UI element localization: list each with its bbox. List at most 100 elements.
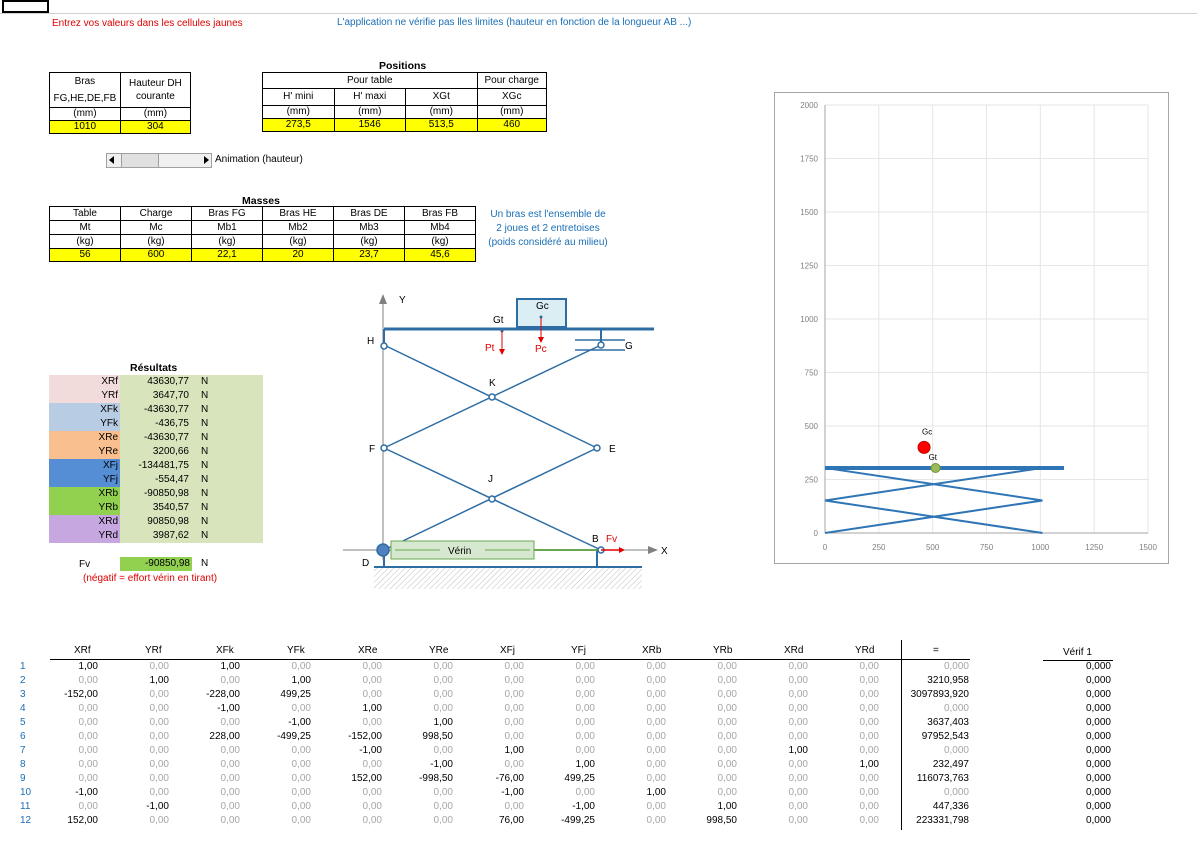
chart-x-tick-label: 1250	[1085, 543, 1103, 552]
mass-fb-input[interactable]: 45,6	[404, 248, 476, 262]
mechanism-diagram: Y X Gc Vérin Gt Pt Pc H G K F E J B Fv D	[343, 294, 668, 589]
mass-fg-input[interactable]: 22,1	[191, 248, 263, 262]
fv-arrow-head-icon	[619, 547, 625, 553]
result-unit: N	[201, 376, 209, 387]
fv-value: -90850,98	[120, 557, 192, 571]
chart-y-tick-label: 750	[805, 369, 819, 378]
result-label: YRb	[49, 501, 120, 515]
chart-y-tick-label: 1250	[800, 262, 818, 271]
matrix-divider	[901, 640, 902, 830]
result-value-cell: 3200,66 N	[120, 445, 263, 459]
mass-table-input[interactable]: 56	[49, 248, 121, 262]
chart-series-bras-2	[824, 466, 1043, 534]
chart-frame[interactable]	[774, 92, 1169, 564]
result-unit: N	[201, 516, 209, 527]
result-value: 3200,66	[152, 446, 189, 457]
xgt-input[interactable]: 513,5	[405, 118, 478, 132]
pin-d	[376, 543, 390, 557]
result-value-cell: -436,75 N	[120, 417, 263, 431]
result-value: -134481,75	[138, 460, 189, 471]
matrix-row-number: 2	[20, 675, 26, 686]
result-value: -554,47	[155, 474, 189, 485]
chart-y-tick-label: 250	[805, 476, 819, 485]
result-label: YRf	[49, 389, 120, 403]
result-unit: N	[201, 404, 209, 415]
x-axis-label: X	[661, 546, 668, 557]
chart-y-tick-label: 1750	[800, 155, 818, 164]
pin-h	[380, 342, 388, 350]
result-label: XRe	[49, 431, 120, 445]
result-unit: N	[201, 418, 209, 429]
result-value: -436,75	[155, 418, 189, 429]
top-divider	[0, 13, 1197, 14]
label-g: G	[625, 341, 633, 352]
scroll-thumb[interactable]	[121, 154, 159, 167]
result-row: XFj -134481,75 N	[49, 459, 263, 473]
hmini-value: 273,5	[262, 118, 335, 132]
chart-y-tick-label: 1000	[800, 315, 818, 324]
matrix-row-number: 4	[20, 703, 26, 714]
y-axis-arrow-icon	[379, 294, 387, 304]
result-row: YRf 3647,70 N	[49, 389, 263, 403]
mass-charge-input[interactable]: 600	[120, 248, 192, 262]
chart-x-tick-label: 750	[980, 543, 994, 552]
label-pt: Pt	[485, 343, 495, 354]
result-value-cell: 43630,77 N	[120, 375, 263, 389]
hauteur-input[interactable]: 304	[119, 120, 192, 134]
matrix-header: YRe	[429, 645, 449, 656]
positions-table: Pour table Pour charge H' mini H' maxi XGt X…	[262, 72, 547, 132]
fv-note: (négatif = effort vérin en tirant)	[83, 573, 218, 584]
result-row: XRb -90850,98 N	[49, 487, 263, 501]
matrix-header-rule	[50, 659, 970, 660]
xgc-input[interactable]: 460	[476, 118, 547, 132]
scroll-right-arrow-icon[interactable]	[204, 156, 209, 164]
mass-he-input[interactable]: 20	[262, 248, 334, 262]
result-row: XRf 43630,77 N	[49, 375, 263, 389]
active-cell[interactable]	[2, 0, 49, 13]
chart-point-gc	[917, 440, 931, 454]
scroll-left-arrow-icon[interactable]	[109, 156, 114, 164]
positions-title: Positions	[379, 60, 427, 72]
animation-scrollbar[interactable]	[106, 153, 212, 168]
gc-box-label: Gc	[536, 301, 549, 312]
y-axis-label: Y	[399, 295, 406, 306]
chart-y-tick-label: 2000	[800, 101, 818, 110]
result-unit: N	[201, 530, 209, 541]
fv-unit: N	[201, 558, 209, 569]
matrix-row-number: 9	[20, 773, 26, 784]
label-pc: Pc	[535, 344, 547, 355]
mass-de-input[interactable]: 23,7	[333, 248, 405, 262]
result-label: YRd	[49, 529, 120, 543]
result-value-cell: 3540,57 N	[120, 501, 263, 515]
ground-hatch	[374, 567, 642, 589]
bras-length-input[interactable]: 1010	[49, 120, 121, 134]
chart-label-gc: Gc	[922, 427, 932, 436]
result-label: XRd	[49, 515, 120, 529]
chart-y-tick-label: 1500	[800, 208, 818, 217]
matrix-header: YFk	[287, 645, 305, 656]
animation-label: Animation (hauteur)	[215, 154, 303, 165]
result-row: YRb 3540,57 N	[49, 501, 263, 515]
pc-arrow-head-icon	[538, 337, 544, 343]
result-row: XFk -43630,77 N	[49, 403, 263, 417]
result-value-cell: 90850,98 N	[120, 515, 263, 529]
matrix-header: YRd	[855, 645, 875, 656]
result-value-cell: -134481,75 N	[120, 459, 263, 473]
result-value: 90850,98	[147, 516, 189, 527]
pin-f	[380, 444, 388, 452]
result-value-cell: 3647,70 N	[120, 389, 263, 403]
result-label: XFj	[49, 459, 120, 473]
pin-g	[597, 341, 605, 349]
chart-y-tick-label: 500	[805, 422, 819, 431]
result-row: YFk -436,75 N	[49, 417, 263, 431]
label-fv: Fv	[606, 534, 617, 545]
result-value-cell: -554,47 N	[120, 473, 263, 487]
verin-label: Vérin	[448, 546, 471, 557]
matrix-header: XRb	[642, 645, 662, 656]
result-value: -90850,98	[143, 488, 189, 499]
result-unit: N	[201, 474, 209, 485]
resultats-title: Résultats	[130, 362, 178, 374]
matrix-eq-header: =	[933, 645, 939, 656]
result-unit: N	[201, 460, 209, 471]
result-label: XRf	[49, 375, 120, 389]
